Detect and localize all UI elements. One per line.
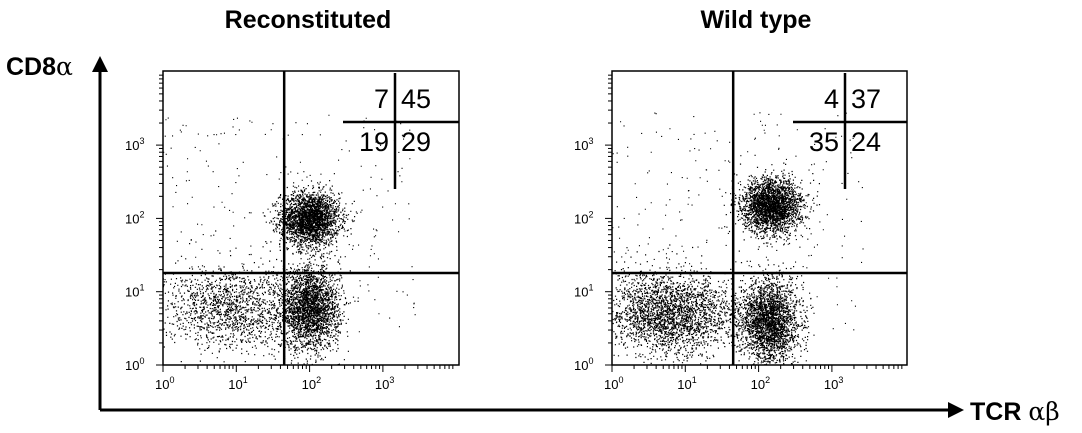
main-x-axis-arrow (100, 402, 964, 418)
y-tick-label: 103 (574, 136, 593, 153)
population-0 (250, 173, 364, 275)
main-y-axis-arrow (92, 56, 108, 410)
panel-title-wild-type: Wild type (700, 6, 812, 34)
quadrant-percentages: 7 45 19 29 (343, 73, 459, 189)
population-0 (723, 154, 821, 250)
quadrant-percentages: 4 37 35 24 (793, 73, 907, 189)
y-tick-label: 103 (125, 136, 144, 153)
population-points-2 (612, 244, 781, 365)
pct-lower-left: 35 (809, 127, 839, 157)
pct-upper-right: 37 (851, 84, 881, 114)
population-2 (612, 244, 781, 365)
scatter-points (612, 112, 864, 365)
population-points-0 (250, 173, 364, 275)
x-tick-label: 100 (604, 375, 623, 392)
y-tick-label: 101 (574, 283, 593, 300)
population-points-1 (256, 240, 359, 365)
y-tick-label: 102 (125, 209, 144, 226)
x-tick-label: 102 (751, 375, 770, 392)
pct-lower-right: 24 (851, 127, 881, 157)
population-points-1 (715, 259, 815, 365)
x-tick-label: 103 (824, 375, 843, 392)
x-tick-label: 101 (228, 375, 247, 392)
y-axis-label: CD8α (6, 52, 73, 82)
scatter-points (163, 114, 416, 365)
x-tick-label: 100 (155, 375, 174, 392)
x-axis-label-greek: αβ (1028, 397, 1060, 426)
x-axis-label-text: TCR (970, 398, 1029, 426)
pct-lower-left: 19 (359, 127, 389, 157)
x-tick-label: 102 (302, 375, 321, 392)
axis-ticks (156, 74, 454, 372)
pct-lower-right: 29 (401, 127, 431, 157)
population-points-0 (723, 154, 821, 250)
y-tick-label: 101 (125, 283, 144, 300)
population-1 (256, 240, 359, 365)
y-tick-label: 100 (574, 356, 593, 373)
y-axis-label-greek: α (56, 52, 73, 81)
population-1 (715, 259, 815, 365)
x-axis-label: TCR αβ (970, 397, 1060, 427)
pct-upper-right: 45 (401, 84, 431, 114)
pct-upper-left: 7 (374, 84, 389, 114)
panel-title-reconstituted: Reconstituted (224, 6, 392, 34)
pct-upper-left: 4 (824, 84, 839, 114)
x-tick-label: 103 (375, 375, 394, 392)
y-tick-label: 102 (574, 209, 593, 226)
y-axis-label-text: CD8 (6, 53, 57, 81)
plot-panel-reconstituted: 100 101 102 103 100 101 102 103 7 45 19 29 (125, 70, 460, 392)
plot-panel-wild-type: 100 101 102 103 100 101 102 103 4 37 35 24 (574, 70, 908, 392)
axis-ticks (605, 74, 903, 372)
y-tick-label: 100 (125, 356, 144, 373)
x-tick-label: 101 (677, 375, 696, 392)
